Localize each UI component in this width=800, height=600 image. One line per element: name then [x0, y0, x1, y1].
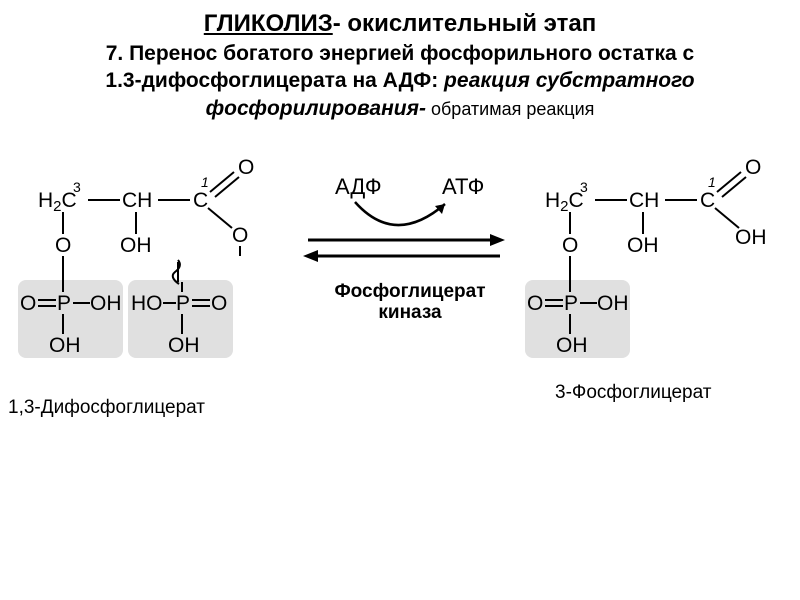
product-cooh-oh: OH	[735, 226, 767, 249]
product-carbonyl-o: O	[745, 156, 761, 179]
product-p: P	[564, 292, 578, 315]
reactant-svg: H2C 3 CH C 1 O O O OH	[18, 152, 308, 382]
reactant-c: C	[193, 189, 208, 212]
forward-arrowhead	[490, 234, 505, 246]
reactant-p1-oh-r: OH	[90, 292, 122, 315]
subtitle-line2-plain: 1.3-дифосфоглицерата на АДФ:	[105, 69, 444, 92]
adp-atp-arc	[355, 202, 445, 225]
reactant-name: 1,3-Дифосфоглицерат	[8, 397, 205, 419]
product-c1-label: 1	[708, 174, 716, 190]
title-underlined: ГЛИКОЛИЗ	[204, 10, 333, 37]
subtitle-line3: фосфорилирования- обратимая реакция	[20, 95, 780, 122]
reaction-diagram: H2C 3 CH C 1 O O O OH	[0, 122, 800, 542]
subtitle-line2: 1.3-дифосфоглицерата на АДФ: реакция суб…	[20, 67, 780, 94]
reaction-arrows	[300, 192, 510, 287]
reactant-ch: CH	[122, 189, 152, 212]
main-title: ГЛИКОЛИЗ- окислительный этап	[20, 10, 780, 38]
product-ch: CH	[629, 189, 659, 212]
reactant-o-left: O	[55, 234, 71, 257]
subtitle-line2-italic: реакция субстратного	[444, 69, 695, 92]
reverse-arrowhead	[303, 250, 318, 262]
product-c: C	[700, 189, 715, 212]
reactant-c1-label: 1	[201, 174, 209, 190]
reactant-ester-o: O	[232, 224, 248, 247]
product-o-left: O	[562, 234, 578, 257]
product-name: 3-Фосфоглицерат	[555, 382, 711, 404]
product-h2c: H2C	[545, 189, 584, 215]
product-p-oh-r: OH	[597, 292, 629, 315]
subtitle-line3-small: обратимая реакция	[426, 99, 594, 119]
reactant-p1-oh-b: OH	[49, 334, 81, 357]
reactant-carbonyl-o: O	[238, 156, 254, 179]
product-svg: H2C 3 CH C 1 O OH O OH O P	[525, 152, 795, 382]
product-oh-mid: OH	[627, 234, 659, 257]
adp-atp-arrowhead	[435, 204, 445, 214]
arrows-svg	[300, 192, 510, 282]
enzyme-line1: Фосфоглицерат	[320, 282, 500, 303]
product-p-o-dbl: O	[527, 292, 543, 315]
reactant-oh-mid: OH	[120, 234, 152, 257]
reactant-p2-oh-b: OH	[168, 334, 200, 357]
subtitle: 7. Перенос богатого энергией фосфорильно…	[20, 40, 780, 122]
reactant-p2: P	[176, 292, 190, 315]
reactant-h2c: H2C	[38, 189, 77, 215]
product-c3-label: 3	[580, 179, 588, 195]
product-structure: H2C 3 CH C 1 O OH O OH O P	[525, 152, 795, 387]
title-rest: - окислительный этап	[333, 10, 596, 37]
subtitle-line3-italic: фосфорилирования-	[206, 97, 426, 120]
product-p-oh-b: OH	[556, 334, 588, 357]
reactant-c3-label: 3	[73, 179, 81, 195]
reactant-p2-ho: HO	[131, 292, 163, 315]
enzyme-line2: киназа	[320, 303, 500, 324]
reactant-p2-o-dbl: O	[211, 292, 227, 315]
reactant-p1-o-dbl: O	[20, 292, 36, 315]
subtitle-line1: 7. Перенос богатого энергией фосфорильно…	[20, 40, 780, 67]
reactant-p1: P	[57, 292, 71, 315]
title-block: ГЛИКОЛИЗ- окислительный этап 7. Перенос …	[0, 0, 800, 122]
reactant-structure: H2C 3 CH C 1 O O O OH	[18, 152, 308, 387]
enzyme-name: Фосфоглицерат киназа	[320, 282, 500, 324]
